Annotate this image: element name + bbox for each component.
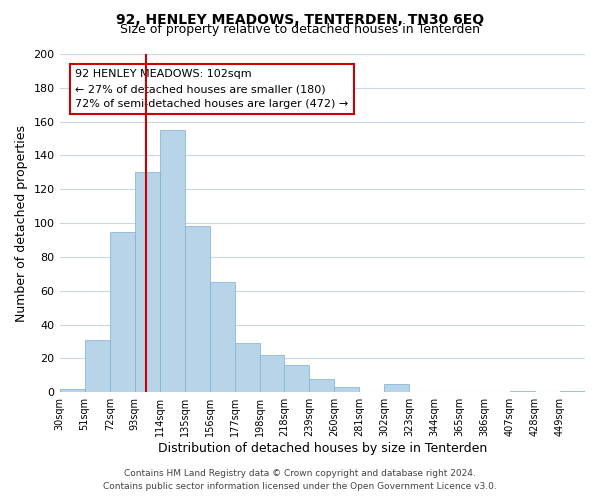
- Bar: [59, 389, 85, 392]
- Bar: [510, 390, 535, 392]
- Bar: [235, 343, 260, 392]
- Bar: [334, 387, 359, 392]
- Bar: [135, 172, 160, 392]
- Bar: [284, 365, 309, 392]
- Bar: [210, 282, 235, 392]
- Y-axis label: Number of detached properties: Number of detached properties: [15, 124, 28, 322]
- Text: 92 HENLEY MEADOWS: 102sqm
← 27% of detached houses are smaller (180)
72% of semi: 92 HENLEY MEADOWS: 102sqm ← 27% of detac…: [76, 69, 349, 109]
- Bar: [160, 130, 185, 392]
- Text: 92, HENLEY MEADOWS, TENTERDEN, TN30 6EQ: 92, HENLEY MEADOWS, TENTERDEN, TN30 6EQ: [116, 12, 484, 26]
- Bar: [309, 378, 334, 392]
- Bar: [185, 226, 210, 392]
- Bar: [85, 340, 110, 392]
- Bar: [260, 355, 284, 392]
- Text: Contains HM Land Registry data © Crown copyright and database right 2024.
Contai: Contains HM Land Registry data © Crown c…: [103, 470, 497, 491]
- X-axis label: Distribution of detached houses by size in Tenterden: Distribution of detached houses by size …: [158, 442, 487, 455]
- Text: Size of property relative to detached houses in Tenterden: Size of property relative to detached ho…: [120, 22, 480, 36]
- Bar: [560, 390, 585, 392]
- Bar: [385, 384, 409, 392]
- Bar: [110, 232, 135, 392]
